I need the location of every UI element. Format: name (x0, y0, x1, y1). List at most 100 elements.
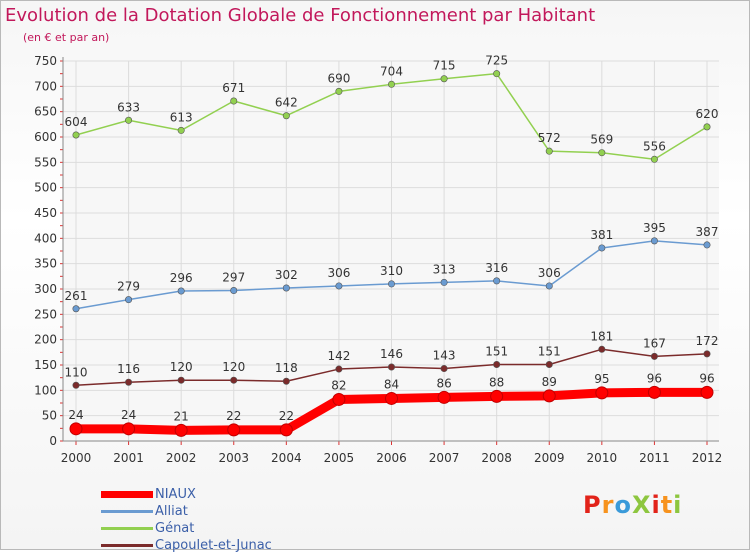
legend-item: Alliat (101, 503, 272, 520)
data-label: 96 (647, 371, 662, 385)
data-point (72, 131, 80, 139)
x-tick-label: 2005 (324, 451, 355, 465)
data-point (69, 422, 83, 436)
y-tick-label: 150 (34, 358, 57, 372)
y-tick-label: 350 (34, 257, 57, 271)
y-tick-label: 500 (34, 181, 57, 195)
data-point (493, 70, 501, 78)
data-point (335, 365, 343, 373)
legend-swatch (101, 491, 153, 498)
logo-letter: i (673, 491, 683, 519)
data-label: 381 (590, 228, 613, 242)
data-point (440, 278, 448, 286)
data-point (595, 386, 609, 400)
data-point (703, 123, 711, 131)
data-point (437, 390, 451, 404)
data-label: 302 (275, 268, 298, 282)
logo-letter: t (660, 491, 674, 519)
data-label: 88 (489, 375, 504, 389)
data-point (282, 112, 290, 120)
proxiti-logo: ProXiti (583, 491, 682, 519)
data-label: 313 (433, 262, 456, 276)
axes: 0 50 100 150 200 250 300 350 400 450 500 550 600 650 7… (34, 54, 722, 465)
logo-letter: P (583, 491, 602, 519)
data-point (545, 147, 553, 155)
data-point (122, 422, 136, 436)
data-label: 84 (384, 377, 399, 391)
data-point (125, 296, 133, 304)
data-point (598, 149, 606, 157)
data-label: 118 (275, 361, 298, 375)
data-label: 95 (594, 372, 609, 386)
x-tick-label: 2012 (692, 451, 723, 465)
grid-lines (63, 60, 719, 442)
data-point (650, 237, 658, 245)
data-point (335, 282, 343, 290)
x-tick-label: 2010 (587, 451, 618, 465)
data-point (542, 389, 556, 403)
data-point (230, 287, 238, 295)
data-point (598, 345, 606, 353)
data-label: 642 (275, 96, 298, 110)
data-point (387, 80, 395, 88)
data-label: 151 (538, 344, 561, 358)
data-point (230, 97, 238, 105)
data-label: 22 (279, 409, 294, 423)
data-point (177, 376, 185, 384)
x-tick-label: 2009 (534, 451, 565, 465)
y-tick-label: 300 (34, 282, 57, 296)
y-tick-label: 0 (49, 434, 57, 448)
data-point (177, 126, 185, 134)
data-label: 704 (380, 64, 403, 78)
data-label: 24 (68, 408, 83, 422)
data-point (279, 423, 293, 437)
data-label: 21 (174, 409, 189, 423)
data-point (650, 155, 658, 163)
data-label: 116 (117, 362, 140, 376)
data-point (440, 365, 448, 373)
data-point (545, 360, 553, 368)
data-point (174, 423, 188, 437)
legend-label: Génat (155, 521, 195, 536)
logo-letter: i (651, 491, 661, 519)
data-label: 633 (117, 100, 140, 114)
data-label: 306 (538, 266, 561, 280)
data-label: 613 (170, 110, 193, 124)
data-point (125, 116, 133, 124)
x-tick-label: 2002 (166, 451, 197, 465)
data-label: 387 (696, 225, 719, 239)
x-tick-label: 2008 (481, 451, 512, 465)
data-label: 167 (643, 336, 666, 350)
data-label: 110 (65, 365, 88, 379)
data-label: 306 (327, 266, 350, 280)
data-point (387, 280, 395, 288)
data-label: 395 (643, 221, 666, 235)
data-label: 120 (222, 360, 245, 374)
data-label: 569 (590, 133, 613, 147)
data-label: 142 (327, 349, 350, 363)
y-tick-label: 100 (34, 383, 57, 397)
y-tick-label: 400 (34, 231, 57, 245)
data-label: 556 (643, 139, 666, 153)
legend-swatch (101, 544, 153, 547)
logo-letter: r (601, 491, 615, 519)
data-label: 86 (436, 376, 451, 390)
series-lines (69, 70, 714, 437)
logo-letter: o (614, 491, 632, 519)
data-label: 296 (170, 271, 193, 285)
data-point (387, 363, 395, 371)
data-point (493, 360, 501, 368)
x-tick-label: 2004 (271, 451, 302, 465)
chart-title: Evolution de la Dotation Globale de Fonc… (5, 5, 596, 26)
data-label: 310 (380, 264, 403, 278)
legend: NIAUX Alliat Génat Capoulet-et-Junac (101, 486, 272, 554)
data-point (598, 244, 606, 252)
data-point (700, 385, 714, 399)
y-tick-label: 750 (34, 54, 57, 68)
x-tick-label: 2011 (639, 451, 670, 465)
data-label: 89 (542, 375, 557, 389)
data-point (703, 241, 711, 249)
data-point (282, 284, 290, 292)
